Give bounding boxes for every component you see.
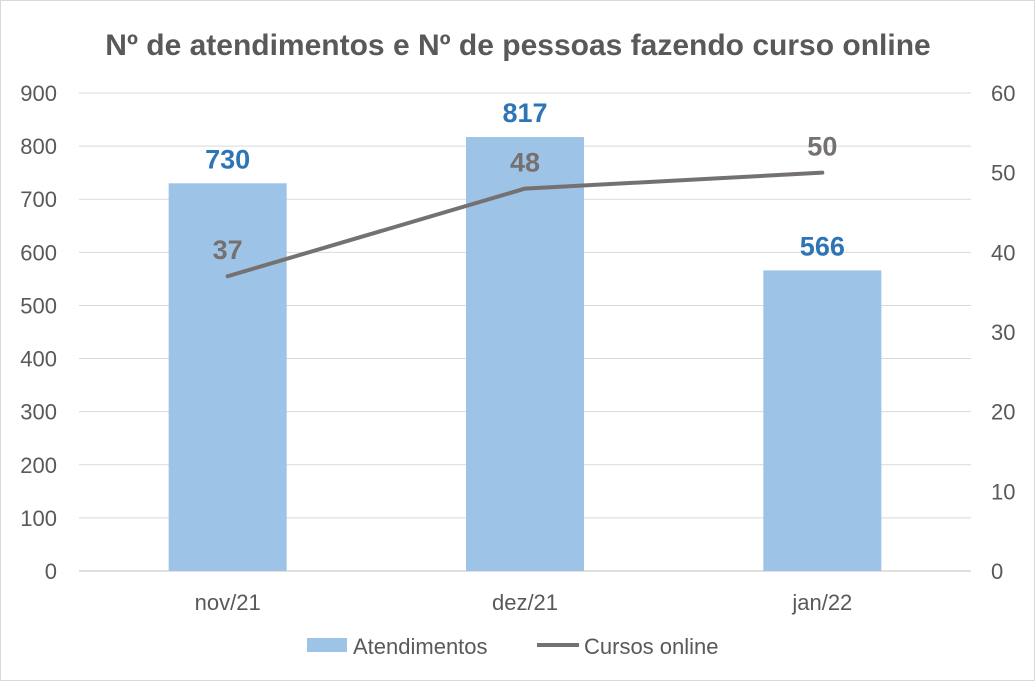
y2-axis-tick-label: 60 <box>991 81 1015 106</box>
legend: Atendimentos Cursos online <box>307 634 719 659</box>
y-axis-tick-label: 0 <box>45 559 57 584</box>
legend-label-atendimentos: Atendimentos <box>353 634 488 659</box>
legend-swatch-atendimentos <box>307 638 347 652</box>
line-data-label: 50 <box>807 132 837 162</box>
y2-axis-tick-label: 20 <box>991 400 1015 425</box>
y-axis-tick-label: 300 <box>20 400 57 425</box>
line-data-label: 48 <box>510 148 540 178</box>
y2-axis-tick-label: 30 <box>991 320 1015 345</box>
bar-data-label: 730 <box>205 144 250 174</box>
y2-axis-tick-label: 10 <box>991 479 1015 504</box>
chart-title: Nº de atendimentos e Nº de pessoas fazen… <box>105 29 930 62</box>
line-data-label: 37 <box>213 235 243 265</box>
y-axis-tick-label: 200 <box>20 453 57 478</box>
y-axis-tick-label: 400 <box>20 347 57 372</box>
data-labels: 730 817 566 37 48 50 <box>205 98 845 265</box>
y-axis-tick-label: 600 <box>20 240 57 265</box>
axes: 0 100 200 300 400 500 600 700 800 900 0 10 20 30 40 50 6… <box>20 81 1015 615</box>
y2-axis-tick-label: 0 <box>991 559 1003 584</box>
bar-series <box>168 137 882 572</box>
bar <box>168 183 287 572</box>
line-series <box>225 170 825 279</box>
y-axis-tick-label: 500 <box>20 293 57 318</box>
y-axis-tick-label: 700 <box>20 187 57 212</box>
bar-data-label: 817 <box>502 98 547 128</box>
bar <box>763 270 882 571</box>
x-axis-tick-label: nov/21 <box>195 590 261 615</box>
y-axis-tick-label: 800 <box>20 134 57 159</box>
x-axis-tick-label: dez/21 <box>492 590 558 615</box>
legend-label-cursos-online: Cursos online <box>584 634 719 659</box>
bar-data-label: 566 <box>800 231 845 261</box>
bar <box>466 137 584 572</box>
x-axis-tick-label: jan/22 <box>791 590 852 615</box>
y-axis-tick-label: 900 <box>20 81 57 106</box>
y2-axis-tick-label: 50 <box>991 161 1015 186</box>
y-axis-tick-label: 100 <box>20 506 57 531</box>
y2-axis-tick-label: 40 <box>991 240 1015 265</box>
